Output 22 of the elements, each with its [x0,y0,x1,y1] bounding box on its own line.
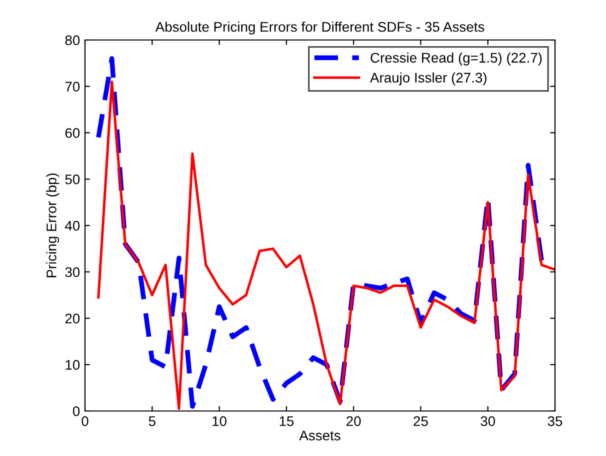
chart-title: Absolute Pricing Errors for Different SDFs - 35 Assets [155,22,484,35]
x-tick-label: 0 [82,416,88,426]
y-tick-label: 30 [65,267,80,278]
x-tick-label: 10 [212,416,226,426]
x-tick-label: 15 [280,416,294,426]
x-tick-label: 25 [414,416,428,426]
y-tick-label: 60 [65,128,80,138]
y-tick-label: 40 [65,220,80,231]
x-axis-title: Assets [299,430,340,440]
y-tick-label: 50 [65,174,80,184]
x-tick-label: 20 [346,416,361,426]
y-tick-label: 0 [72,406,80,416]
y-tick-label: 10 [66,360,80,370]
x-tick-label: 35 [548,416,562,426]
y-axis-title: Pricing Error (bp) [46,173,60,278]
x-tick-label: 5 [148,416,156,426]
y-tick-label: 70 [65,82,80,92]
x-tick-label: 30 [480,416,496,426]
y-tick-label: 20 [65,314,80,324]
y-tick-label: 80 [65,35,80,46]
legend-label: Araujo Issler (27.3) [370,72,486,86]
legend-label: Cressie Read (g=1.5) (22.7) [370,52,542,66]
